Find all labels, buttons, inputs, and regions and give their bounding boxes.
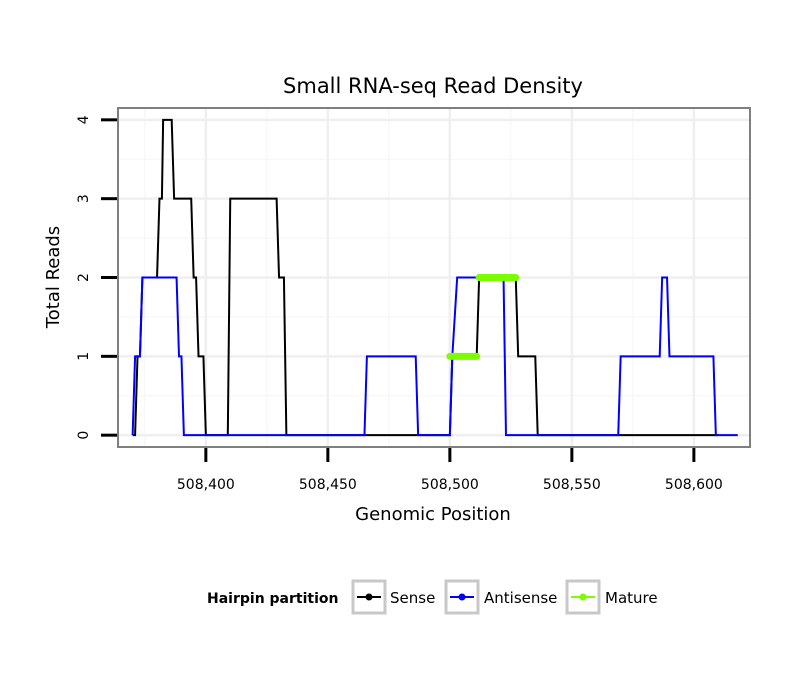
- chart-title: Small RNA-seq Read Density: [283, 74, 583, 98]
- y-tick-label: 3: [76, 194, 92, 203]
- x-tick-label: 508,450: [299, 477, 357, 493]
- x-tick-label: 508,550: [543, 477, 601, 493]
- plot-border: [117, 107, 751, 448]
- legend: Hairpin partition Sense Antisense Mature: [207, 579, 658, 615]
- plot-series: [131, 118, 738, 437]
- x-tick-label: 508,500: [421, 477, 479, 493]
- y-tick-label: 2: [76, 273, 92, 282]
- legend-title: Hairpin partition: [207, 591, 338, 607]
- x-tick-label: 508,600: [665, 477, 723, 493]
- legend-label-mature: Mature: [605, 589, 658, 607]
- legend-key-point-mature: [579, 593, 587, 601]
- plot-grid: [118, 108, 750, 447]
- legend-label-antisense: Antisense: [484, 589, 557, 607]
- y-tick-label: 4: [76, 115, 92, 124]
- legend-key-point-sense: [365, 593, 373, 601]
- legend-label-sense: Sense: [390, 589, 435, 607]
- x-axis-title: Genomic Position: [355, 504, 511, 525]
- antisense-series-line: [131, 276, 738, 437]
- legend-key-point-antisense: [458, 593, 466, 601]
- plot-axes: 508,400 508,450 508,500 508,550 508,600 0 1 2 3 4: [76, 115, 723, 493]
- y-tick-label: 0: [76, 431, 92, 440]
- sense-series-line: [132, 118, 719, 437]
- y-tick-label: 1: [76, 352, 92, 361]
- legend-entries: Sense Antisense Mature: [351, 579, 658, 615]
- y-axis-title: Total Reads: [43, 226, 64, 329]
- x-tick-label: 508,400: [177, 477, 235, 493]
